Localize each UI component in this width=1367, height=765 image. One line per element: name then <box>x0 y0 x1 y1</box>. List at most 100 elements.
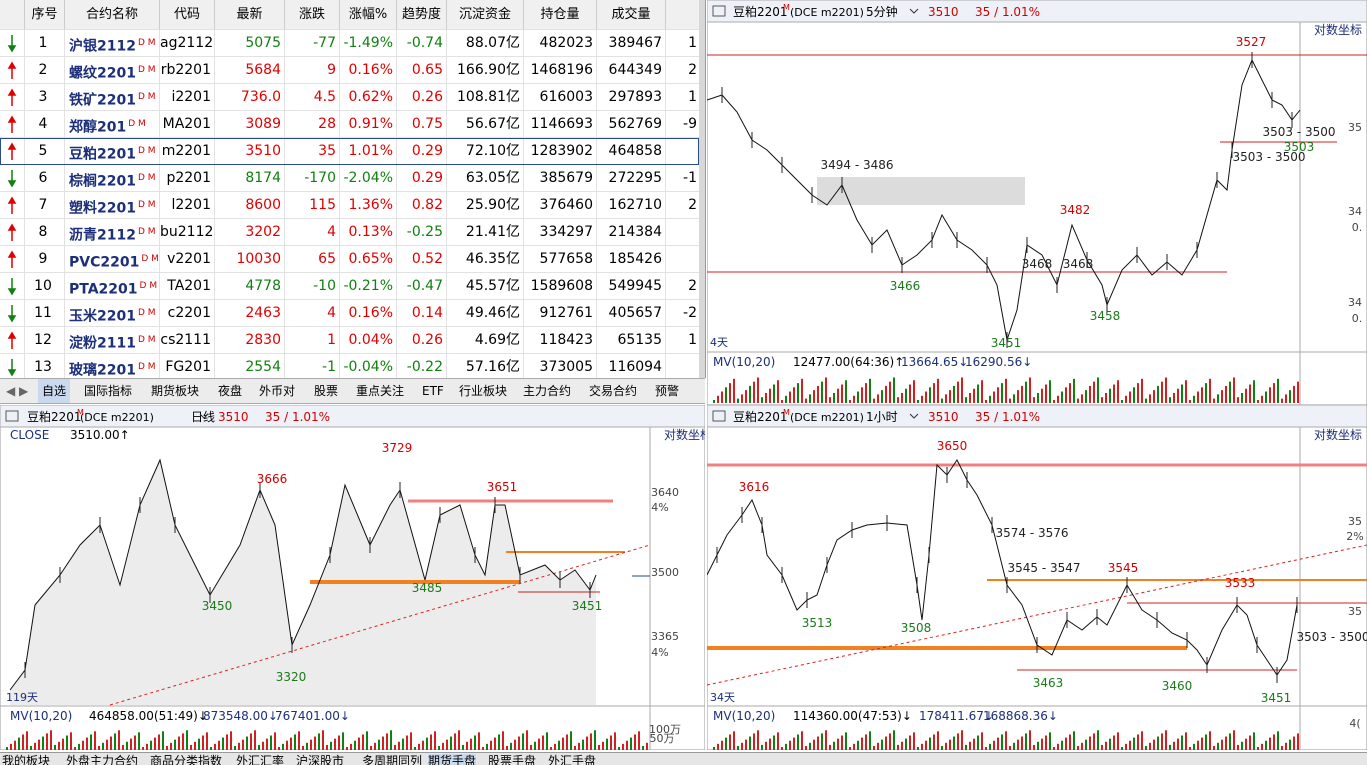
volume-bar <box>538 738 540 750</box>
volume-bar <box>442 742 444 750</box>
volume-bar <box>570 731 572 750</box>
volume-bar <box>1145 398 1147 403</box>
cell-name: 玻璃2201 D M <box>65 354 160 378</box>
volume-bar <box>725 387 727 403</box>
scroll-arrows: ◀ ▶ <box>6 384 29 398</box>
indicator-name: MV(10,20) <box>10 709 72 723</box>
volume-bar <box>937 378 939 403</box>
contract-tag: D M <box>137 335 156 345</box>
volume-bar <box>630 737 632 750</box>
volume-bar <box>434 731 436 750</box>
tab[interactable]: 主力合约 <box>523 384 572 398</box>
volume-bar <box>797 383 799 403</box>
tab[interactable]: 夜盘 <box>218 384 243 398</box>
task-tab[interactable]: 商品分类指数 <box>150 754 223 765</box>
volume-bar <box>1265 391 1267 403</box>
panel-icon <box>712 5 726 17</box>
volume-bar <box>594 730 596 750</box>
cell-pct: 0.16% <box>340 57 397 84</box>
volume-bar <box>733 731 735 750</box>
arrow-icon <box>7 142 17 160</box>
volume-bar <box>406 735 408 750</box>
volume-bar <box>1133 387 1135 403</box>
volume-bar <box>881 390 883 403</box>
price-annotation: 3494 - 3486 <box>820 158 893 172</box>
tab[interactable]: 自选 <box>38 379 71 403</box>
task-tab[interactable]: 外盘主力合约 <box>66 754 139 765</box>
volume-bar <box>14 740 16 750</box>
volume-bar <box>1101 744 1103 750</box>
tab[interactable]: 交易合约 <box>589 384 638 398</box>
volume-bar <box>793 387 795 403</box>
volume-bar <box>1101 397 1103 403</box>
cell-vol: 562769 <box>597 111 666 138</box>
volume-bar <box>897 397 899 403</box>
volume-bar <box>1117 380 1119 403</box>
cell-no: 6 <box>25 165 65 192</box>
axis-label: 100万 <box>649 723 681 736</box>
cell-name: 豆粕2201 D M <box>65 138 160 165</box>
axis-label: 34 <box>1348 205 1362 218</box>
volume-bar <box>326 744 328 750</box>
tab[interactable]: 股票 <box>314 384 339 398</box>
cell-vol: 65135 <box>597 327 666 354</box>
task-tab[interactable]: 沪深股市 <box>296 754 345 765</box>
volume-bar <box>1201 737 1203 750</box>
cell-no: 3 <box>25 84 65 111</box>
cell-extra: 1 <box>666 30 701 57</box>
cell-code: m2201 <box>160 138 215 165</box>
volume-bar <box>1169 397 1171 403</box>
volume-bar <box>729 383 731 403</box>
cell-chg: 65 <box>285 246 340 273</box>
task-tab[interactable]: 外汇手盘 <box>548 754 597 765</box>
price-line <box>707 459 1298 676</box>
volume-bar <box>642 745 644 750</box>
volume-bar <box>917 747 919 750</box>
tab[interactable]: ETF <box>422 384 444 398</box>
volume-bar <box>1029 377 1031 403</box>
dropdown-chevron <box>199 413 209 419</box>
arrow <box>7 331 17 349</box>
volume-bar <box>498 734 500 750</box>
header-change: 35 / 1.01% <box>265 410 330 424</box>
task-tab[interactable]: 多周期同列 <box>362 754 423 765</box>
volume-bar <box>490 740 492 750</box>
volume-bar <box>993 391 995 403</box>
price-annotation: 3503 - 3500 <box>1296 630 1367 644</box>
task-tab[interactable]: 外汇汇率 <box>236 754 285 765</box>
header-cell <box>0 0 25 30</box>
task-tab[interactable]: 期货手盘 <box>428 754 477 765</box>
tab[interactable]: 重点关注 <box>356 384 405 398</box>
panel-body: 豆粕2201(DCE m2201) 日线 3510 35 / 1.01%M对数坐标37… <box>0 405 705 750</box>
volume-bar <box>965 744 967 750</box>
volume-bar <box>358 737 360 750</box>
volume-bar <box>318 733 320 750</box>
tab[interactable]: 行业板块 <box>459 384 508 398</box>
tab[interactable]: 期货板块 <box>151 384 200 398</box>
cell-extra: 1 <box>666 327 701 354</box>
cell-pct: 0.91% <box>340 111 397 138</box>
tab[interactable]: 预警 <box>655 384 680 398</box>
cell-oi: 482023 <box>524 30 597 57</box>
header-price: 3510 <box>218 410 249 424</box>
cell-vol: 644349 <box>597 57 666 84</box>
trend-line <box>707 544 1367 686</box>
panel-icon <box>712 410 726 422</box>
tab[interactable]: 外币对 <box>259 384 296 398</box>
task-tab[interactable]: 股票手盘 <box>488 754 537 765</box>
axis-label: 4% <box>651 501 668 514</box>
volume-bar <box>42 736 44 750</box>
volume-bar <box>486 743 488 750</box>
task-tab[interactable]: 我的板块 <box>2 754 51 765</box>
panel-header <box>707 405 1367 428</box>
cell-chg: 115 <box>285 192 340 219</box>
dropdown-chevron <box>909 413 919 419</box>
tab[interactable]: 国际指标 <box>84 384 133 398</box>
volume-bar <box>893 377 895 403</box>
volume-bar <box>1169 744 1171 750</box>
volume-bar <box>286 740 288 750</box>
series-label: CLOSE <box>10 428 49 442</box>
indicator-value: 114360.00(47:53)↓ <box>793 709 912 723</box>
volume-bar <box>274 732 276 750</box>
